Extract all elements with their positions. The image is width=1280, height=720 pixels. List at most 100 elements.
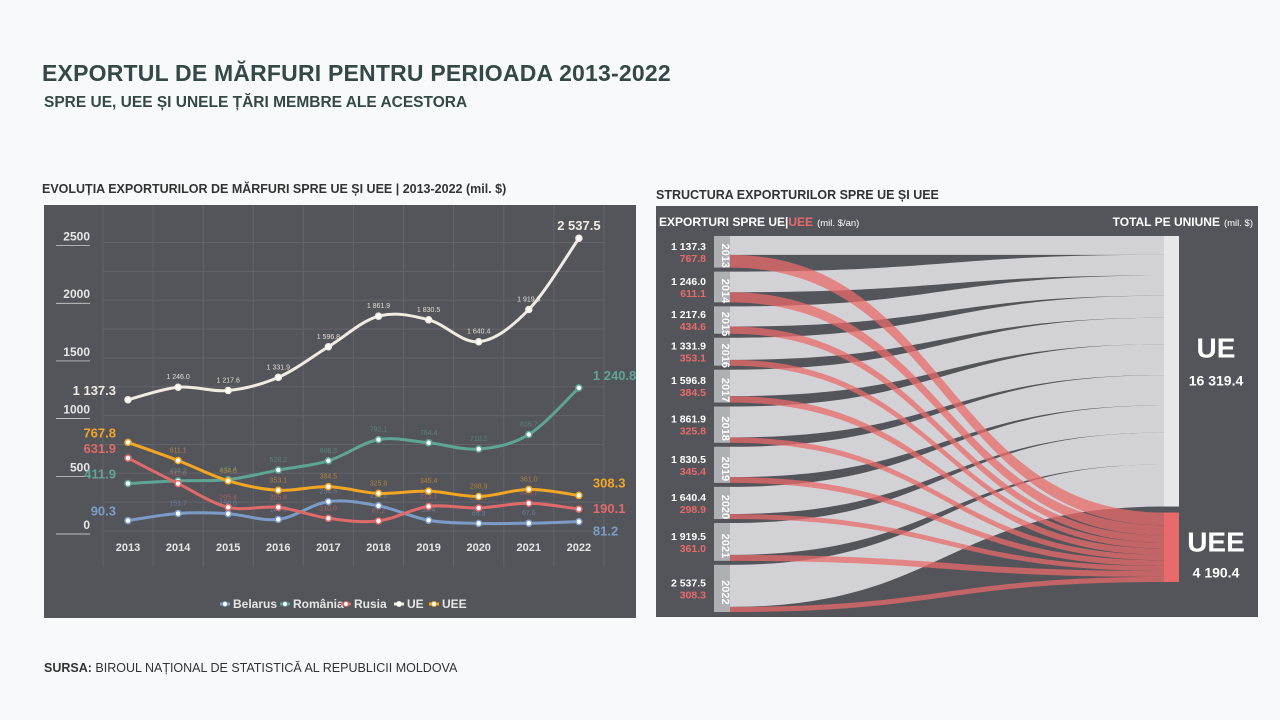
flow-uee [730,292,1164,536]
flow-uee [730,576,1164,612]
page-title: EXPORTUL DE MĂRFURI PENTRU PERIOADA 2013… [42,60,671,86]
data-label: 361.0 [520,476,538,483]
year-label: 2018 [719,416,731,440]
data-point [224,386,232,395]
data-label: 1 596.8 [317,334,340,341]
x-tick-label: 2018 [366,542,390,554]
source-note: SURSA: BIROUL NAȚIONAL DE STATISTICĂ AL … [44,661,457,675]
x-tick-label: 2015 [216,542,240,554]
source-label: SURSA: [44,661,92,675]
legend-marker [396,601,402,607]
data-point [525,519,533,527]
y-tick-label: 2500 [63,230,90,244]
data-point [575,234,583,242]
flow-ue [730,275,1164,327]
line-chart-title: EVOLUȚIA EXPORTURILOR DE MĂRFURI SPRE UE… [42,182,507,196]
data-label: 205.8 [270,494,288,501]
flow-ue [730,317,1164,397]
x-tick-label: 2017 [316,542,340,554]
uee-value-label: 434.6 [680,321,706,333]
x-tick-label: 2016 [266,542,290,554]
legend-marker [343,601,349,607]
y-tick-label: 1500 [63,345,90,359]
ue-value-label: 1 217.6 [671,309,706,321]
data-label: 151.7 [169,500,187,507]
data-point [224,509,232,518]
legend-label: UEE [442,597,467,611]
total-ue-name: UE [1197,332,1236,363]
x-tick-label: 2022 [567,542,591,554]
data-label: 353.1 [270,477,288,484]
data-point [274,373,283,382]
data-point [124,516,132,525]
total-uee-value: 4 190.4 [1193,564,1240,580]
x-tick-label: 2013 [116,542,140,554]
data-label: 608.3 [320,448,338,455]
data-label: 1 331.9 [267,364,290,371]
data-label-first: 90.3 [91,504,116,519]
data-point [124,479,132,488]
data-label: 1 640.4 [467,329,490,336]
ue-value-label: 1 861.9 [671,414,706,426]
data-label: 87.2 [372,508,386,515]
data-label-first: 411.9 [84,466,116,481]
sankey-header-left: EXPORTURI SPRE UE|UEE (mil. $/an) [659,215,859,229]
line-chart-panel: 0 500 1000 1500 2000 2500 2013 2014 2015 2016 2017… [44,205,636,618]
data-label: 1 861.9 [367,303,390,310]
ue-value-label: 1 246.0 [671,276,706,288]
data-point [424,487,433,495]
data-point [424,316,433,324]
flow-uee [730,326,1164,543]
data-point [324,343,333,351]
flow-uee [730,437,1164,561]
data-label: 325.8 [370,480,388,487]
uee-value-label: 345.4 [680,466,706,478]
data-label: 411.0 [170,471,187,478]
sankey-chart-panel: EXPORTURI SPRE UE|UEE (mil. $/an) TOTAL PE… [656,206,1258,617]
node-uee [1164,512,1179,582]
data-label: 528.2 [270,457,288,464]
data-point [274,503,283,512]
data-label: 93.4 [422,507,436,514]
header-ue-text: EXPORTURI SPRE UE [659,215,785,229]
series-line-belarus [127,499,579,526]
data-label: 1 919.5 [517,297,540,304]
data-label: 345.4 [420,478,438,485]
data-point [424,439,433,447]
data-label: 1 217.6 [217,378,240,385]
data-label: 1 830.5 [417,307,440,314]
year-bar [714,446,730,483]
year-bar [714,523,730,561]
data-point [274,486,283,495]
year-bar [714,337,730,366]
data-point [374,312,383,320]
legend-marker [222,601,228,607]
sankey-chart-title: STRUCTURA EXPORTURILOR SPRE UE ȘI UEE [656,188,939,202]
ue-value-label: 1 596.8 [671,375,706,387]
line-chart: 0 500 1000 1500 2000 2500 2013 2014 2015 2016 2017… [56,205,636,611]
data-label: 205.4 [219,494,237,501]
x-tick-label: 2019 [416,542,440,554]
uee-value-label: 353.1 [680,353,706,365]
x-tick-label: 2014 [166,542,191,554]
series-line-uee [127,440,580,499]
data-point [525,499,533,507]
data-label: 384.5 [320,474,338,481]
data-point [474,504,483,512]
data-label: 240.7 [520,490,538,497]
year-bar [714,406,730,443]
data-label: 434.2 [169,468,187,475]
data-point [324,482,333,491]
data-label-last: 81.2 [593,524,618,539]
data-point [324,514,333,523]
ue-value-label: 1 830.5 [671,454,706,466]
total-uee-name: UEE [1187,526,1245,557]
data-label-first: 767.8 [83,425,116,440]
flow-ue [730,236,1164,255]
uee-value-label: 325.8 [680,426,706,438]
data-point [224,503,232,512]
flow-ue [730,295,1164,360]
data-label-last: 2 537.5 [557,218,600,233]
year-bar [714,486,730,520]
data-label-last: 308.3 [593,475,626,490]
